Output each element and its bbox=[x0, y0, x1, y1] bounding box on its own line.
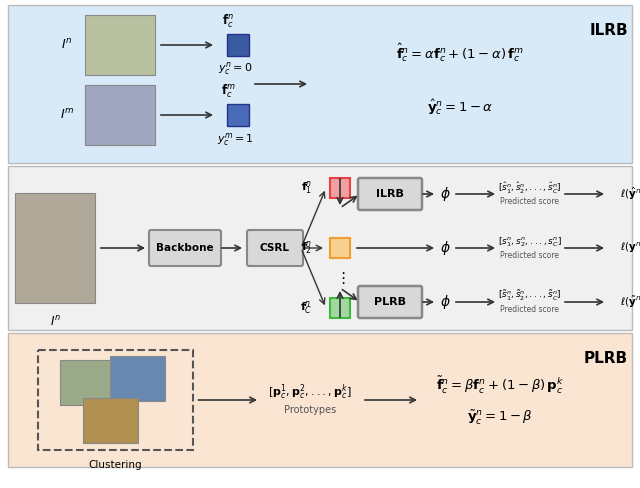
Text: Clustering: Clustering bbox=[88, 460, 142, 470]
FancyBboxPatch shape bbox=[358, 286, 422, 318]
Text: $\vdots$: $\vdots$ bbox=[335, 270, 345, 286]
Bar bbox=[8, 333, 632, 467]
Text: $y_c^m = 1$: $y_c^m = 1$ bbox=[216, 130, 253, 147]
Text: Backbone: Backbone bbox=[156, 243, 214, 253]
Text: ILRB: ILRB bbox=[589, 23, 628, 38]
Text: Predicted score: Predicted score bbox=[500, 251, 559, 261]
Text: $\mathbf{f}_c^n$: $\mathbf{f}_c^n$ bbox=[222, 12, 234, 30]
Text: PLRB: PLRB bbox=[584, 351, 628, 366]
Text: $\hat{\mathbf{y}}_c^n = 1 - \alpha$: $\hat{\mathbf{y}}_c^n = 1 - \alpha$ bbox=[427, 97, 493, 117]
Text: $\mathbf{f}_C^n$: $\mathbf{f}_C^n$ bbox=[300, 300, 312, 317]
Text: $[\hat{s}_1^n,\hat{s}_2^n,...,\hat{s}_C^n]$: $[\hat{s}_1^n,\hat{s}_2^n,...,\hat{s}_C^… bbox=[499, 181, 562, 196]
Bar bbox=[85, 15, 155, 75]
Text: $I^n$: $I^n$ bbox=[61, 38, 73, 52]
Text: $\tilde{\mathbf{y}}_c^n = 1 - \beta$: $\tilde{\mathbf{y}}_c^n = 1 - \beta$ bbox=[467, 409, 533, 427]
Text: Prototypes: Prototypes bbox=[284, 405, 336, 415]
Text: $[\mathbf{p}_c^1,\mathbf{p}_c^2,...,\mathbf{p}_c^k]$: $[\mathbf{p}_c^1,\mathbf{p}_c^2,...,\mat… bbox=[268, 382, 352, 402]
Text: $I^m$: $I^m$ bbox=[60, 108, 74, 122]
Text: $I^n$: $I^n$ bbox=[49, 315, 61, 329]
Text: $\mathbf{f}_1^n$: $\mathbf{f}_1^n$ bbox=[301, 180, 312, 197]
FancyBboxPatch shape bbox=[149, 230, 221, 266]
Text: $\hat{\mathbf{f}}_c^n = \alpha\mathbf{f}_c^n+(1-\alpha)\,\mathbf{f}_c^m$: $\hat{\mathbf{f}}_c^n = \alpha\mathbf{f}… bbox=[396, 41, 524, 64]
Bar bbox=[15, 193, 95, 303]
Text: $\phi$: $\phi$ bbox=[440, 185, 451, 203]
Text: $\tilde{\mathbf{f}}_c^n = \beta\mathbf{f}_c^n+(1-\beta)\,\mathbf{p}_c^k$: $\tilde{\mathbf{f}}_c^n = \beta\mathbf{f… bbox=[436, 374, 564, 395]
Text: $y_c^n = 0$: $y_c^n = 0$ bbox=[218, 61, 252, 78]
Text: ILRB: ILRB bbox=[376, 189, 404, 199]
Text: $[\tilde{s}_1^n,\tilde{s}_2^n,...,\tilde{s}_C^n]$: $[\tilde{s}_1^n,\tilde{s}_2^n,...,\tilde… bbox=[499, 289, 562, 303]
Text: $\mathbf{f}_2^n$: $\mathbf{f}_2^n$ bbox=[301, 240, 312, 257]
Bar bbox=[60, 360, 115, 405]
Bar bbox=[227, 104, 249, 126]
Bar bbox=[85, 85, 155, 145]
Text: $\phi$: $\phi$ bbox=[440, 239, 451, 257]
Bar bbox=[38, 350, 193, 450]
FancyBboxPatch shape bbox=[247, 230, 303, 266]
Text: $[s_1^n,s_2^n,...,s_C^n]$: $[s_1^n,s_2^n,...,s_C^n]$ bbox=[498, 235, 562, 249]
Text: $\mathbf{f}_c^m$: $\mathbf{f}_c^m$ bbox=[221, 82, 236, 100]
Bar bbox=[330, 238, 350, 258]
Text: $\phi$: $\phi$ bbox=[440, 293, 451, 311]
Bar bbox=[330, 178, 350, 198]
Text: PLRB: PLRB bbox=[374, 297, 406, 307]
Bar bbox=[330, 298, 350, 318]
FancyBboxPatch shape bbox=[358, 178, 422, 210]
Text: $\ell(\mathbf{y}^n,\mathbf{s}^n)$: $\ell(\mathbf{y}^n,\mathbf{s}^n)$ bbox=[620, 241, 640, 255]
Bar bbox=[8, 166, 632, 330]
Bar bbox=[8, 5, 632, 163]
Text: CSRL: CSRL bbox=[260, 243, 290, 253]
Bar bbox=[109, 355, 164, 401]
Text: $\ell(\hat{\mathbf{y}}^n,\hat{\mathbf{s}}^n)$: $\ell(\hat{\mathbf{y}}^n,\hat{\mathbf{s}… bbox=[620, 186, 640, 202]
Bar bbox=[83, 398, 138, 443]
Text: $\ell(\tilde{\mathbf{y}}^n,\tilde{\mathbf{s}}^n)$: $\ell(\tilde{\mathbf{y}}^n,\tilde{\mathb… bbox=[620, 294, 640, 309]
Text: Predicted score: Predicted score bbox=[500, 305, 559, 314]
Text: Predicted score: Predicted score bbox=[500, 198, 559, 206]
Bar bbox=[227, 34, 249, 56]
